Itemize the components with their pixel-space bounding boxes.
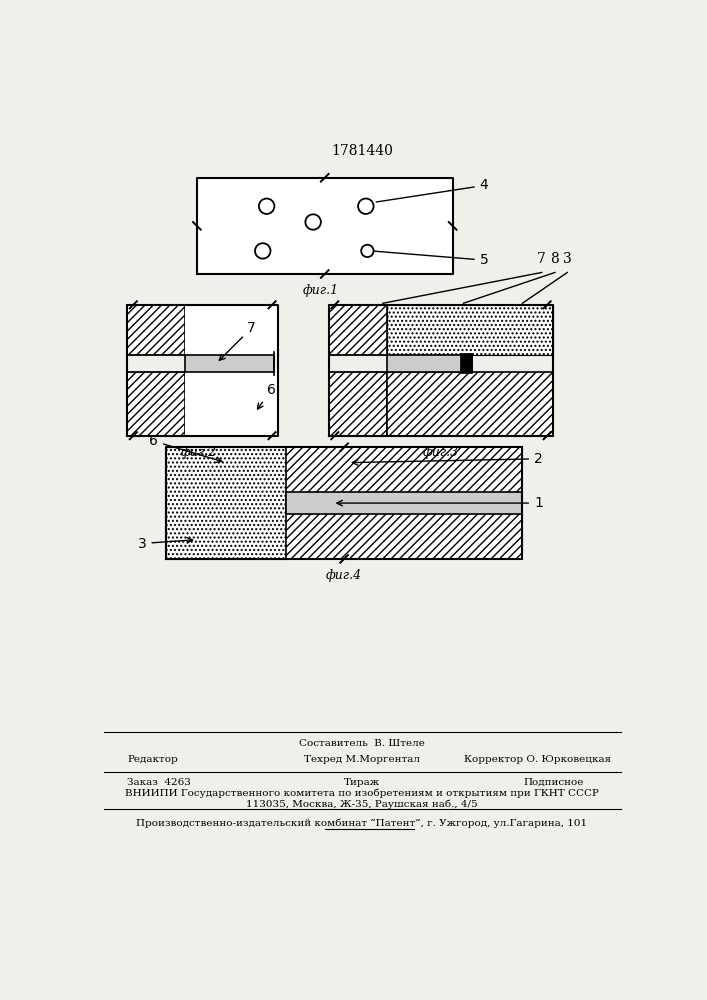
Bar <box>166 447 286 559</box>
Bar <box>329 305 387 436</box>
Text: 1781440: 1781440 <box>331 144 393 158</box>
Text: 6: 6 <box>149 434 222 462</box>
Text: Производственно-издательский комбинат “Патент”, г. Ужгород, ул.Гагарина, 101: Производственно-издательский комбинат “П… <box>136 818 588 828</box>
Bar <box>329 355 387 372</box>
Text: 7: 7 <box>537 252 547 266</box>
Text: Техред М.Моргентал: Техред М.Моргентал <box>304 755 420 764</box>
Text: фиг.3: фиг.3 <box>423 446 459 459</box>
Bar <box>197 178 452 274</box>
Bar <box>387 355 472 372</box>
Text: 4: 4 <box>376 178 489 202</box>
Text: 1: 1 <box>337 496 543 510</box>
Bar <box>387 305 554 355</box>
Bar <box>287 493 522 513</box>
Text: Редактор: Редактор <box>127 755 178 764</box>
Bar <box>185 355 274 372</box>
Text: Заказ  4263: Заказ 4263 <box>127 778 191 787</box>
Text: фиг.2: фиг.2 <box>181 446 217 459</box>
Text: Составитель  В. Штеле: Составитель В. Штеле <box>299 739 425 748</box>
Text: 113035, Москва, Ж-35, Раушская наб., 4/5: 113035, Москва, Ж-35, Раушская наб., 4/5 <box>246 800 478 809</box>
Text: фиг.1: фиг.1 <box>303 284 339 297</box>
Text: 6: 6 <box>257 383 276 409</box>
Text: Корректор О. Юрковецкая: Корректор О. Юрковецкая <box>464 755 612 764</box>
Bar <box>387 372 554 436</box>
Text: 7: 7 <box>219 321 256 360</box>
Text: Подписное: Подписное <box>523 778 583 787</box>
Text: 8: 8 <box>551 252 559 266</box>
Bar <box>127 355 185 372</box>
Text: фиг.4: фиг.4 <box>326 569 362 582</box>
Bar <box>127 305 185 436</box>
Text: Тираж: Тираж <box>344 778 380 787</box>
Bar <box>286 447 522 559</box>
Text: 2: 2 <box>352 452 543 466</box>
Text: 5: 5 <box>374 251 489 267</box>
Text: ВНИИПИ Государственного комитета по изобретениям и открытиям при ГКНТ СССР: ВНИИПИ Государственного комитета по изоб… <box>125 789 599 798</box>
Text: 3: 3 <box>563 252 572 266</box>
Bar <box>286 492 522 514</box>
Bar <box>185 305 279 355</box>
Bar <box>460 353 472 373</box>
Text: 3: 3 <box>138 536 192 550</box>
Bar <box>185 372 279 436</box>
